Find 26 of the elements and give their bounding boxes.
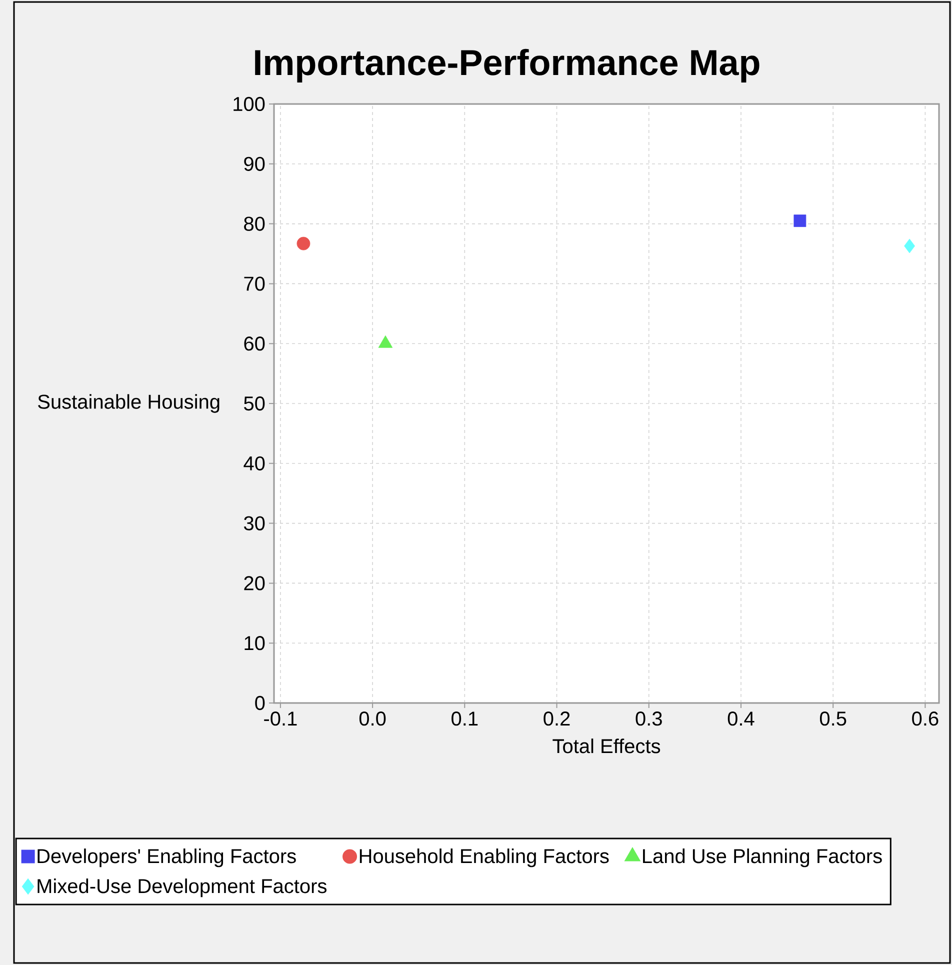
y-tick-label: 40 [244,456,265,470]
legend-label: Land Use Planning Factors [643,848,882,868]
x-axis-title: Total Effects [552,738,660,754]
legend-label: Developers' Enabling Factors [38,848,296,868]
x-tick-label: 0.1 [452,712,478,726]
x-tick-label: -0.1 [264,712,297,726]
x-tick-label: 0.3 [636,712,662,726]
x-tick-label: 0.5 [820,712,846,726]
y-tick-label: 70 [244,276,265,291]
legend-label: Household Enabling Factors [360,848,609,868]
legend-label: Mixed-Use Development Factors [38,878,326,898]
y-tick-label: 0 [255,696,265,710]
x-tick-label: 0.4 [728,712,754,726]
y-tick-label: 60 [244,336,265,351]
y-tick-label: 80 [244,216,265,231]
y-tick-label: 30 [244,516,265,530]
x-tick-label: 0.0 [359,712,386,726]
chart-title: Importance-Performance Map [255,48,760,82]
y-tick-label: 50 [244,396,265,411]
y-tick-label: 20 [244,576,265,590]
y-axis-title: Sustainable Housing [38,394,220,413]
y-tick-label: 90 [244,156,265,171]
y-tick-label: 10 [244,636,265,650]
x-tick-label: 0.2 [544,712,570,726]
y-tick-label: 100 [234,96,265,112]
x-tick-label: 0.6 [912,712,938,726]
